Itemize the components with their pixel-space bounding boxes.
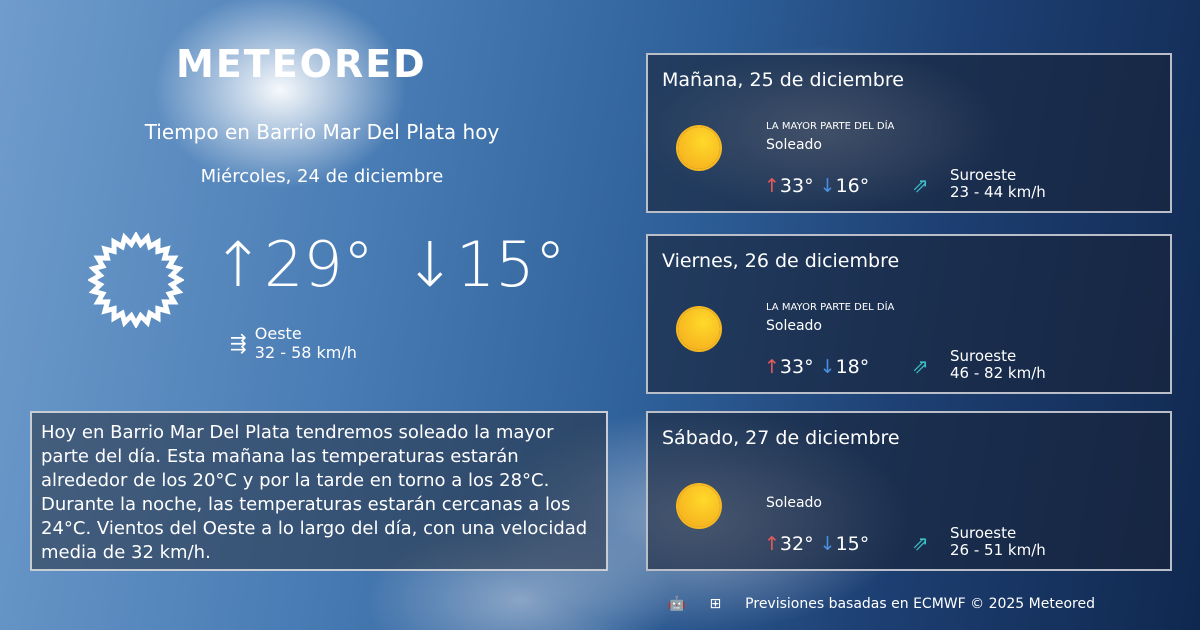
wind-direction: Oeste: [254, 324, 302, 343]
meteored-logo[interactable]: METEORED: [176, 42, 427, 86]
wind-direction: Suroeste: [950, 347, 1017, 365]
wind-arrow-icon: ⇗: [912, 531, 929, 555]
max-temp: 33°: [779, 175, 814, 197]
sun-icon: [678, 308, 720, 350]
wind-arrow-icon: ⇗: [912, 173, 929, 197]
min-temp: 18°: [835, 356, 870, 378]
wind-speed: 26 - 51 km/h: [950, 541, 1046, 559]
forecast-condition: Soleado: [766, 318, 822, 334]
android-icon[interactable]: 🤖: [668, 596, 686, 612]
arrow-down-icon: ↓: [819, 533, 836, 555]
forecast-condition: Soleado: [766, 495, 822, 511]
wind-direction: Suroeste: [950, 524, 1017, 542]
forecast-date: Viernes, 26 de diciembre: [662, 250, 900, 272]
forecast-description: Hoy en Barrio Mar Del Plata tendremos so…: [30, 411, 608, 571]
max-temp: ↑29°: [212, 228, 374, 301]
forecast-period: LA MAYOR PARTE DEL DÍA: [766, 302, 895, 313]
forecast-condition: Soleado: [766, 137, 822, 153]
forecast-period: LA MAYOR PARTE DEL DÍA: [766, 121, 895, 132]
sun-icon: [678, 127, 720, 169]
max-temp: 33°: [779, 356, 814, 378]
page-title: Tiempo en Barrio Mar Del Plata hoy: [144, 120, 500, 144]
arrow-up-icon: ↑: [764, 175, 780, 197]
sun-outline-icon: [88, 232, 184, 328]
min-temp: ↓15°: [403, 228, 566, 301]
arrow-up-icon: ↑: [764, 533, 780, 555]
current-date: Miércoles, 24 de diciembre: [200, 166, 444, 187]
forecast-card[interactable]: Sábado, 27 de diciembre Soleado ↑32° ↓15…: [646, 411, 1172, 571]
footer-text: Previsiones basadas en ECMWF © 2025 Mete…: [745, 596, 1095, 612]
arrow-down-icon: ↓: [819, 356, 836, 378]
sun-icon: [678, 485, 720, 527]
today-temps: ↑29° ↓15°: [212, 228, 596, 301]
forecast-wind: Suroeste 26 - 51 km/h: [950, 525, 1046, 559]
wind-speed: 46 - 82 km/h: [950, 364, 1046, 382]
wind-arrow-icon: ⇶: [230, 330, 247, 355]
forecast-temps: ↑32° ↓15°: [764, 533, 869, 555]
wind-direction: Suroeste: [950, 166, 1017, 184]
footer: 🤖 ⊞ Previsiones basadas en ECMWF © 2025 …: [668, 596, 1095, 612]
arrow-up-icon: ↑: [764, 356, 780, 378]
min-temp: 16°: [835, 175, 870, 197]
forecast-card[interactable]: Viernes, 26 de diciembre LA MAYOR PARTE …: [646, 234, 1172, 394]
wind-arrow-icon: ⇗: [912, 354, 929, 378]
today-wind: ⇶ Oeste 32 - 58 km/h: [230, 324, 357, 362]
wind-speed: 32 - 58 km/h: [254, 343, 357, 362]
wind-speed: 23 - 44 km/h: [950, 183, 1046, 201]
forecast-temps: ↑33° ↓16°: [764, 175, 869, 197]
forecast-wind: Suroeste 46 - 82 km/h: [950, 348, 1046, 382]
windows-icon[interactable]: ⊞: [709, 596, 722, 612]
max-temp: 32°: [779, 533, 814, 555]
forecast-wind: Suroeste 23 - 44 km/h: [950, 167, 1046, 201]
arrow-down-icon: ↓: [819, 175, 836, 197]
forecast-date: Mañana, 25 de diciembre: [662, 69, 904, 91]
forecast-card[interactable]: Mañana, 25 de diciembre LA MAYOR PARTE D…: [646, 53, 1172, 213]
min-temp: 15°: [835, 533, 870, 555]
forecast-date: Sábado, 27 de diciembre: [662, 427, 900, 449]
forecast-temps: ↑33° ↓18°: [764, 356, 869, 378]
